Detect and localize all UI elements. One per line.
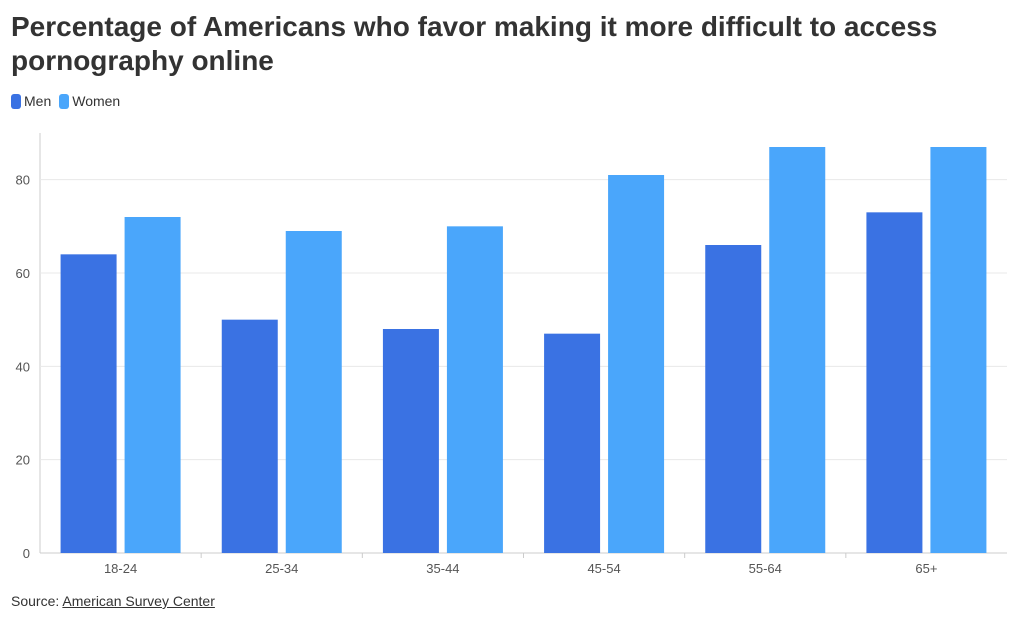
- bar-women: [124, 217, 181, 553]
- legend-swatch-men: [11, 93, 21, 109]
- x-tick-label: 65+: [915, 561, 937, 576]
- x-tick-label: 25-34: [265, 561, 298, 576]
- bar-men: [544, 333, 601, 553]
- bar-men: [221, 319, 278, 553]
- source-prefix: Source:: [11, 593, 63, 609]
- y-tick-label: 80: [16, 173, 30, 188]
- legend-label-men: Men: [24, 93, 52, 109]
- y-tick-label: 0: [23, 546, 30, 561]
- bar-men: [705, 245, 762, 553]
- bar-women: [446, 226, 503, 553]
- x-tick-label: 18-24: [104, 561, 137, 576]
- source-link[interactable]: American Survey Center: [62, 593, 215, 609]
- bar-chart: 0 20 40 60 80 18-24 25-34 35-44 45-54 55-64 65+: [16, 133, 1007, 576]
- legend-item-women[interactable]: Women: [59, 93, 120, 109]
- legend-label-women: Women: [72, 93, 121, 109]
- bar-women: [769, 147, 826, 553]
- bar-men: [866, 212, 923, 553]
- legend-swatch-women: [59, 93, 70, 109]
- y-tick-label: 60: [16, 266, 30, 281]
- y-tick-label: 20: [16, 453, 30, 468]
- legend: Men Women: [11, 93, 128, 109]
- x-tick-label: 45-54: [587, 561, 620, 576]
- source-line: Source: American Survey Center: [11, 593, 215, 609]
- bar-women: [930, 147, 987, 553]
- bar-men: [60, 254, 117, 554]
- legend-item-men[interactable]: Men: [11, 93, 51, 109]
- bar-women: [608, 175, 665, 553]
- bar-men: [382, 329, 439, 553]
- y-tick-label: 40: [16, 359, 30, 374]
- bar-women: [285, 231, 342, 553]
- x-tick-label: 55-64: [749, 561, 782, 576]
- x-tick-label: 35-44: [426, 561, 459, 576]
- chart-title: Percentage of Americans who favor making…: [11, 11, 938, 76]
